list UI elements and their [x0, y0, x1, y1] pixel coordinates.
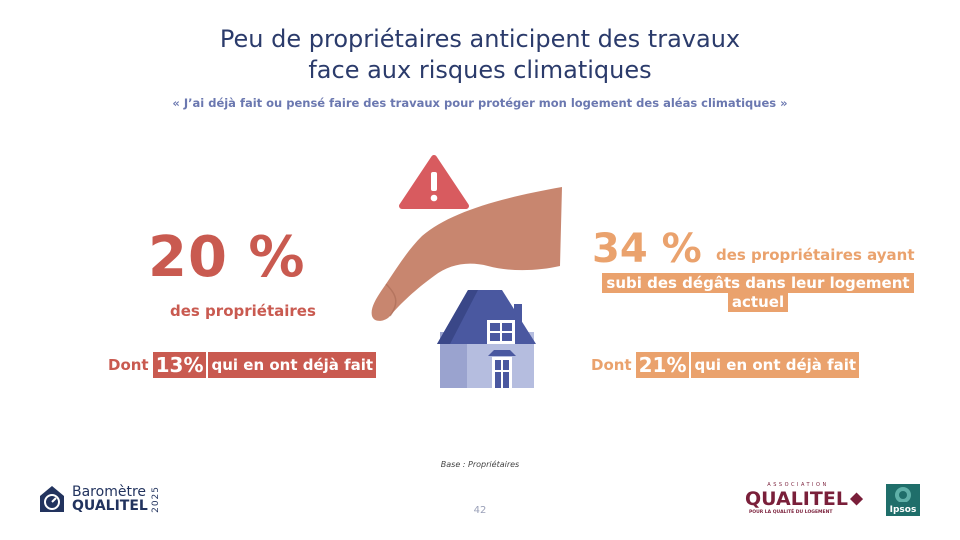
right-big-percentage: 34 %: [592, 226, 702, 272]
left-big-percentage: 20 %: [148, 225, 306, 290]
hand-icon: [371, 187, 562, 321]
right-label: des propriétaires ayant: [716, 246, 915, 264]
barometre-year: 2025: [150, 485, 161, 513]
right-sub-label: qui en ont déjà fait: [691, 352, 860, 378]
left-dont-word: Dont: [108, 356, 149, 374]
title-line-1: Peu de propriétaires anticipent des trav…: [219, 25, 741, 53]
right-highlight-text: subi des dégâts dans leur logement actue…: [602, 273, 914, 312]
diamond-icon: [849, 492, 863, 506]
left-sub-percentage: 13%: [152, 352, 207, 378]
right-dont-word: Dont: [591, 356, 632, 374]
base-note: Base : Propriétaires: [440, 460, 520, 469]
qualitel-name: QUALITEL: [745, 488, 848, 510]
ipsos-logo: Ipsos: [886, 484, 920, 516]
right-dont-row: Dont 21% qui en ont déjà fait: [591, 352, 860, 378]
ipsos-mark-icon: [895, 487, 911, 503]
barometre-qualitel-logo: Baromètre QUALITEL 2025: [38, 484, 161, 514]
ipsos-text: Ipsos: [889, 505, 917, 515]
right-highlight-label: subi des dégâts dans leur logement actue…: [601, 273, 915, 312]
house-gauge-icon: [40, 486, 64, 512]
barometre-line2: QUALITEL: [72, 498, 148, 514]
hand-protecting-house-illustration: [371, 155, 562, 388]
left-label: des propriétaires: [170, 302, 316, 320]
right-sub-percentage: 21%: [635, 352, 690, 378]
qualitel-tagline: POUR LA QUALITÉ DU LOGEMENT: [749, 510, 833, 515]
left-sub-label: qui en ont déjà fait: [208, 352, 377, 378]
qualitel-assoc: ASSOCIATION: [767, 482, 829, 488]
warning-icon: [399, 155, 469, 209]
page-title: Peu de propriétaires anticipent des trav…: [0, 24, 960, 86]
house-icon: [437, 290, 536, 388]
association-qualitel-logo: ASSOCIATION QUALITEL POUR LA QUALITÉ DU …: [745, 482, 863, 515]
title-line-2: face aux risques climatiques: [308, 56, 652, 84]
barometre-line1: Baromètre: [72, 484, 146, 500]
left-dont-row: Dont 13% qui en ont déjà fait: [108, 352, 377, 378]
survey-question: « J’ai déjà fait ou pensé faire des trav…: [172, 96, 788, 110]
page-number: 42: [473, 505, 487, 516]
